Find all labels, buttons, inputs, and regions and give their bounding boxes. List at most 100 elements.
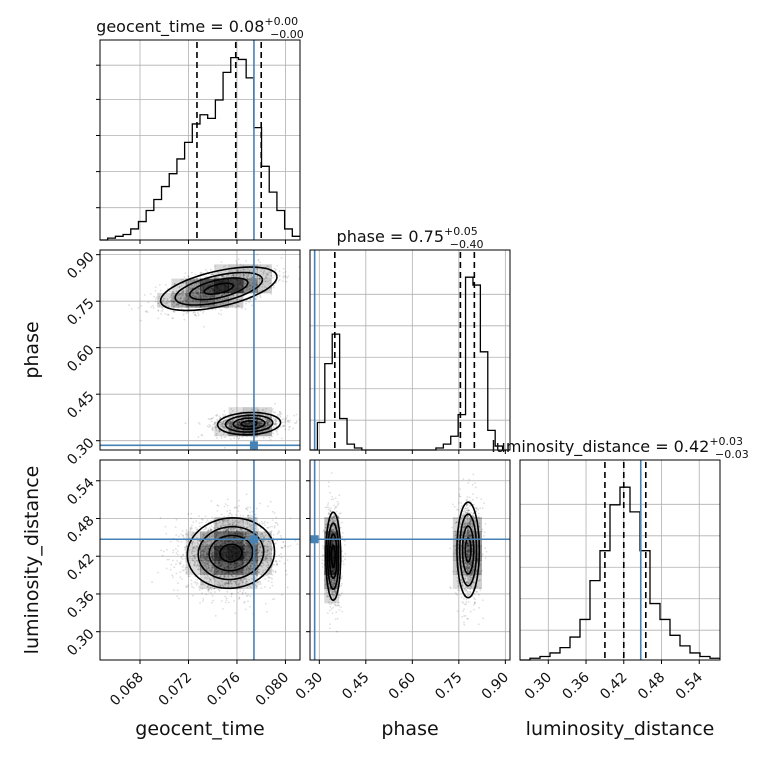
panel-geocent_time-phase-sample-point xyxy=(236,298,239,301)
panel-geocent_time-phase-sample-point xyxy=(235,425,238,427)
panel-geocent_time-phase-sample-point xyxy=(236,423,239,426)
panel-geocent_time-phase-sample-point xyxy=(282,267,285,270)
panel-geocent_time-phase-sample-point xyxy=(219,416,222,419)
panel-geocent_time-phase-sample-point xyxy=(201,301,203,304)
panel-geocent_time-phase-sample-point xyxy=(157,302,160,305)
panel-geocent_time-luminosity_distance-sample-point xyxy=(198,589,201,591)
panel-geocent_time-phase-sample-point xyxy=(185,282,188,285)
panel-geocent_time-phase-sample-point xyxy=(184,296,187,299)
panel-geocent_time-luminosity_distance-sample-point xyxy=(247,532,250,535)
panel-geocent_time-phase-sample-point xyxy=(166,302,169,305)
panel-geocent_time-phase-sample-point xyxy=(200,295,203,298)
panel-geocent_time-phase-sample-point xyxy=(237,305,240,307)
panel-geocent_time-phase-density-cell xyxy=(214,278,230,294)
panel-geocent_time-phase-contour-1-3 xyxy=(216,411,282,436)
panel-geocent_time-phase-sample-point xyxy=(226,293,228,296)
panel-geocent_time-phase-sample-point xyxy=(181,301,184,303)
panel-geocent_time-luminosity_distance-sample-point xyxy=(254,560,257,562)
panel-geocent_time-phase-sample-point xyxy=(223,298,226,300)
panel-geocent_time-phase-sample-point xyxy=(255,416,257,418)
panel-geocent_time-phase-sample-point xyxy=(230,421,233,423)
panel-geocent_time-phase-sample-point xyxy=(206,425,209,428)
panel-geocent_time-luminosity_distance-sample-point xyxy=(180,533,183,536)
panel-geocent_time-phase-sample-point xyxy=(259,420,261,423)
panel-geocent_time-phase-sample-point xyxy=(211,295,213,298)
panel-geocent_time-phase-sample-point xyxy=(246,278,249,280)
panel-geocent_time-phase-sample-point xyxy=(152,304,154,307)
panel-geocent_time-phase-sample-point xyxy=(187,294,189,297)
panel-geocent_time-phase-sample-point xyxy=(170,294,173,297)
panel-geocent_time-phase-sample-point xyxy=(175,304,178,307)
panel-geocent_time-luminosity_distance-sample-point xyxy=(267,526,270,529)
panel-geocent_time-phase-sample-point xyxy=(269,271,272,273)
panel-geocent_time-phase-sample-point xyxy=(236,269,239,272)
panel-geocent_time-phase-sample-point xyxy=(256,413,259,416)
panel-geocent_time-phase-sample-point xyxy=(265,418,268,421)
panel-geocent_time-phase-sample-point xyxy=(219,417,222,420)
panel-geocent_time-phase-sample-point xyxy=(198,281,201,284)
panel-geocent_time-phase-sample-point xyxy=(229,420,232,423)
panel-geocent_time-phase-sample-point xyxy=(202,294,205,296)
panel-geocent_time-phase-sample-point xyxy=(213,294,216,297)
panel-geocent_time-phase-sample-point xyxy=(229,424,231,427)
panel-geocent_time-luminosity_distance-sample-point xyxy=(181,569,184,572)
panel-geocent_time-phase-sample-point xyxy=(262,414,264,416)
panel-geocent_time-phase-sample-point xyxy=(219,423,222,426)
panel-geocent_time-phase-sample-point xyxy=(255,284,258,286)
panel-geocent_time-luminosity_distance-sample-point xyxy=(189,529,192,532)
panel-geocent_time-phase-sample-point xyxy=(162,299,165,302)
panel-geocent_time-phase-sample-point xyxy=(214,426,217,429)
panel-geocent_time-luminosity_distance-sample-point xyxy=(224,520,227,522)
panel-geocent_time-phase-sample-point xyxy=(273,419,276,422)
title-geocent_time-minus: −0.00 xyxy=(270,28,304,41)
panel-geocent_time-phase-sample-point xyxy=(212,273,215,276)
title-luminosity_distance-plus: +0.03 xyxy=(709,435,743,448)
panel-geocent_time-phase-sample-point xyxy=(214,265,217,268)
panel-geocent_time-phase-sample-point xyxy=(197,421,200,424)
panel-geocent_time-phase-sample-point xyxy=(197,292,200,294)
panel-geocent_time-luminosity_distance-sample-point xyxy=(280,553,282,555)
panel-geocent_time-luminosity_distance-sample-point xyxy=(199,525,201,528)
panel-geocent_time-phase-sample-point xyxy=(278,270,281,273)
panel-geocent_time-luminosity_distance-sample-point xyxy=(204,515,207,517)
panel-geocent_time-phase-sample-point xyxy=(237,422,239,425)
panel-geocent_time-luminosity_distance-sample-point xyxy=(187,584,190,587)
panel-geocent_time-phase-sample-point xyxy=(241,419,244,422)
panel-geocent_time-phase-sample-point xyxy=(271,427,273,430)
panel-geocent_time-phase-sample-point xyxy=(259,296,262,299)
panel-geocent_time-phase-sample-point xyxy=(238,421,241,423)
panel-geocent_time-phase-sample-point xyxy=(284,275,286,278)
panel-geocent_time-luminosity_distance-sample-point xyxy=(265,556,268,559)
panel-geocent_time-luminosity_distance-sample-point xyxy=(172,576,175,578)
panel-geocent_time-luminosity_distance-sample-point xyxy=(192,594,194,597)
panel-geocent_time-phase-sample-point xyxy=(259,420,261,423)
panel-geocent_time-phase-sample-point xyxy=(236,421,239,424)
panel-geocent_time-phase-sample-point xyxy=(235,274,238,277)
panel-geocent_time-phase-sample-point xyxy=(239,275,242,278)
panel-geocent_time-phase-sample-point xyxy=(196,292,199,294)
panel-geocent_time-phase-sample-point xyxy=(230,425,233,428)
panel-geocent_time-phase-sample-point xyxy=(269,287,272,290)
panel-geocent_time-phase-sample-point xyxy=(232,419,234,422)
panel-geocent_time-phase-sample-point xyxy=(223,423,225,426)
panel-geocent_time-phase-sample-point xyxy=(203,325,205,328)
panel-geocent_time-luminosity_distance-sample-point xyxy=(233,600,235,602)
panel-geocent_time-luminosity_distance-sample-point xyxy=(176,589,179,592)
panel-geocent_time-luminosity_distance-sample-point xyxy=(294,539,297,542)
panel-geocent_time-luminosity_distance-sample-point xyxy=(231,529,234,531)
panel-geocent_time-phase-sample-point xyxy=(221,294,223,297)
panel-geocent_time-phase-sample-point xyxy=(270,275,273,277)
panel-geocent_time-phase-sample-point xyxy=(147,301,150,304)
panel-geocent_time-phase-sample-point xyxy=(257,422,260,425)
panel-geocent_time-phase-sample-point xyxy=(250,275,253,277)
panel-geocent_time-phase-sample-point xyxy=(260,422,263,425)
panel-geocent_time-phase-sample-point xyxy=(268,424,271,426)
panel-geocent_time-luminosity_distance-sample-point xyxy=(212,555,215,558)
panel-geocent_time-luminosity_distance-sample-point xyxy=(271,577,273,580)
panel-geocent_time-phase-sample-point xyxy=(255,288,258,291)
panel-geocent_time-luminosity_distance-sample-point xyxy=(256,574,259,576)
panel-geocent_time-phase-sample-point xyxy=(259,423,262,426)
panel-geocent_time-phase-sample-point xyxy=(204,276,207,279)
panel-geocent_time-phase-sample-point xyxy=(171,300,174,303)
panel-geocent_time-phase-sample-point xyxy=(258,281,261,284)
